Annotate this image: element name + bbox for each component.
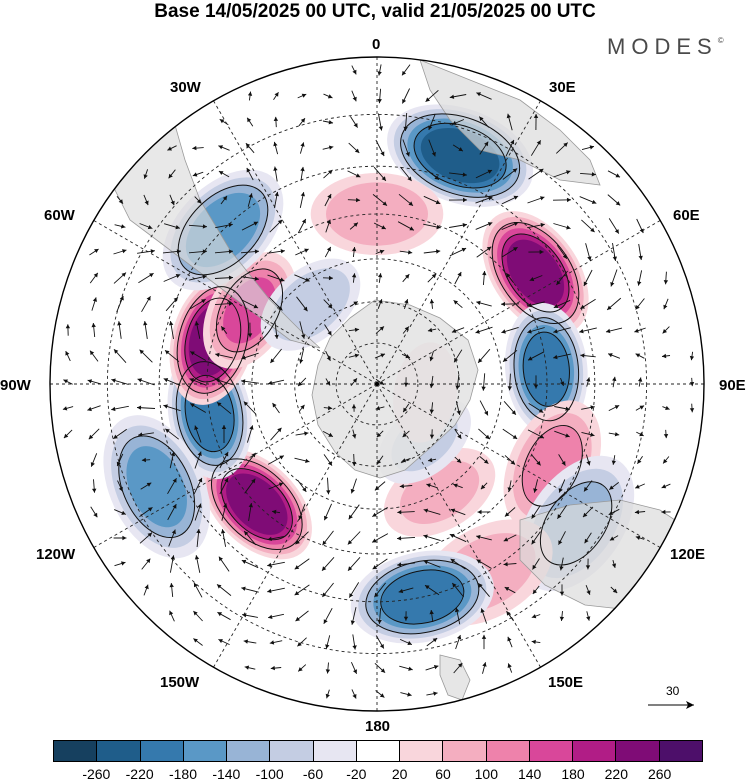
colorbar-bin-12 bbox=[572, 741, 615, 761]
lon-label-120e: 120E bbox=[670, 547, 705, 563]
colorbar-tick-label: 140 bbox=[518, 766, 541, 782]
reference-arrow bbox=[648, 701, 694, 709]
colorbar-tick-label: -60 bbox=[303, 766, 323, 782]
lon-label-60e: 60E bbox=[673, 208, 700, 224]
reference-vector-value: 30 bbox=[666, 684, 679, 698]
lon-label-180: 180 bbox=[365, 719, 390, 735]
lon-label-120w: 120W bbox=[36, 547, 75, 563]
colorbar-bin-7 bbox=[356, 741, 399, 761]
colorbar-bin-5 bbox=[269, 741, 312, 761]
colorbar-bin-9 bbox=[442, 741, 485, 761]
colorbar-tick-label: -20 bbox=[346, 766, 366, 782]
colorbar-tick-label: 100 bbox=[475, 766, 498, 782]
colorbar-bin-6 bbox=[313, 741, 356, 761]
colorbar-bin-3 bbox=[183, 741, 226, 761]
colorbar-tick-label: -260 bbox=[82, 766, 110, 782]
colorbar-tick-label: 180 bbox=[561, 766, 584, 782]
colorbar-bin-10 bbox=[486, 741, 529, 761]
colorbar-bin-4 bbox=[226, 741, 269, 761]
lon-label-60w: 60W bbox=[44, 208, 75, 224]
colorbar-tick-label: -140 bbox=[212, 766, 240, 782]
south-pole-marker bbox=[375, 382, 379, 386]
colorbar-bin-11 bbox=[529, 741, 572, 761]
colorbar-tick-label: -220 bbox=[126, 766, 154, 782]
lon-label-0: 0 bbox=[372, 37, 380, 53]
colorbar-tick-label: 60 bbox=[435, 766, 451, 782]
colorbar bbox=[53, 740, 703, 762]
lon-label-150w: 150W bbox=[160, 675, 199, 691]
lon-label-150e: 150E bbox=[548, 675, 583, 691]
colorbar-tick-label: 20 bbox=[392, 766, 408, 782]
colorbar-bin-8 bbox=[399, 741, 442, 761]
colorbar-tick-label: -100 bbox=[256, 766, 284, 782]
lon-label-30w: 30W bbox=[170, 80, 201, 96]
colorbar-bin-14 bbox=[659, 741, 702, 761]
colorbar-ticks: -260 -220 -180 -140 -100 -60 -20 20 60 100 140 180 2… bbox=[0, 766, 750, 784]
colorbar-bin-0 bbox=[54, 741, 96, 761]
colorbar-bin-1 bbox=[96, 741, 139, 761]
colorbar-bin-2 bbox=[140, 741, 183, 761]
colorbar-tick-label: 220 bbox=[605, 766, 628, 782]
lon-label-30e: 30E bbox=[549, 80, 576, 96]
colorbar-tick-label: -180 bbox=[169, 766, 197, 782]
colorbar-bin-13 bbox=[615, 741, 658, 761]
lon-label-90e: 90E bbox=[719, 378, 746, 394]
lon-label-90w: 90W bbox=[0, 378, 31, 394]
colorbar-tick-label: 260 bbox=[648, 766, 671, 782]
